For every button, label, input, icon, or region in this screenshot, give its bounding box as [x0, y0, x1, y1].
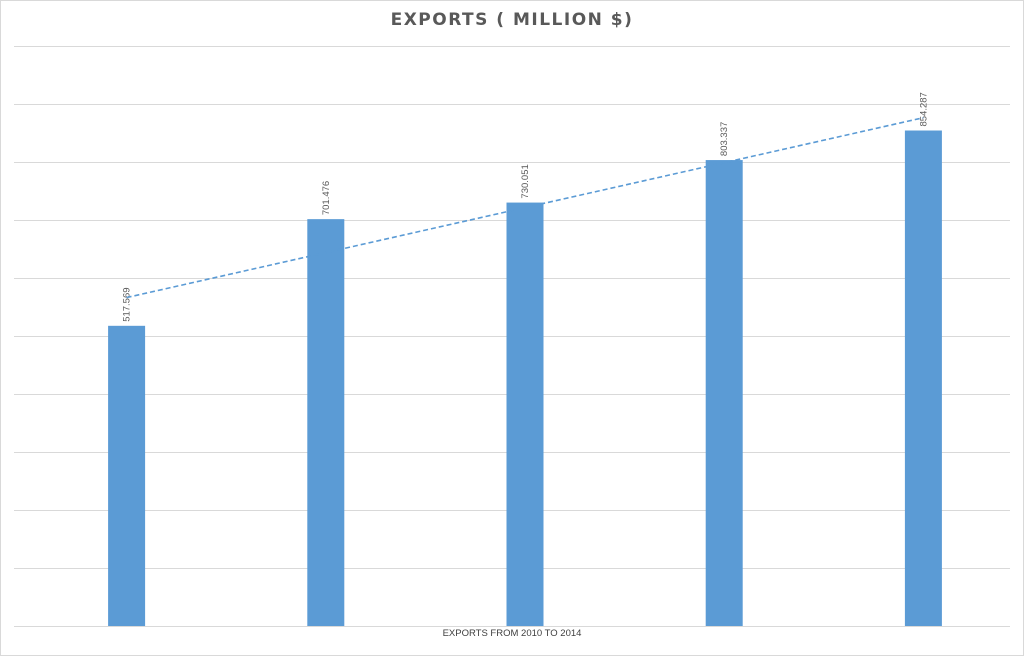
bar	[904, 130, 942, 626]
data-label: 517.569	[122, 287, 133, 321]
bar	[705, 160, 743, 626]
trendline	[126, 116, 924, 299]
data-label: 854.287	[918, 92, 929, 126]
x-axis-title: EXPORTS FROM 2010 TO 2014	[442, 628, 582, 639]
bar	[108, 325, 146, 626]
bar	[506, 202, 544, 626]
bar	[307, 219, 345, 626]
data-label: 730.051	[520, 164, 531, 198]
data-label: 701.476	[321, 181, 332, 215]
chart-title: EXPORTS ( MILLION $)	[390, 10, 634, 30]
data-label: 803.337	[719, 122, 730, 156]
